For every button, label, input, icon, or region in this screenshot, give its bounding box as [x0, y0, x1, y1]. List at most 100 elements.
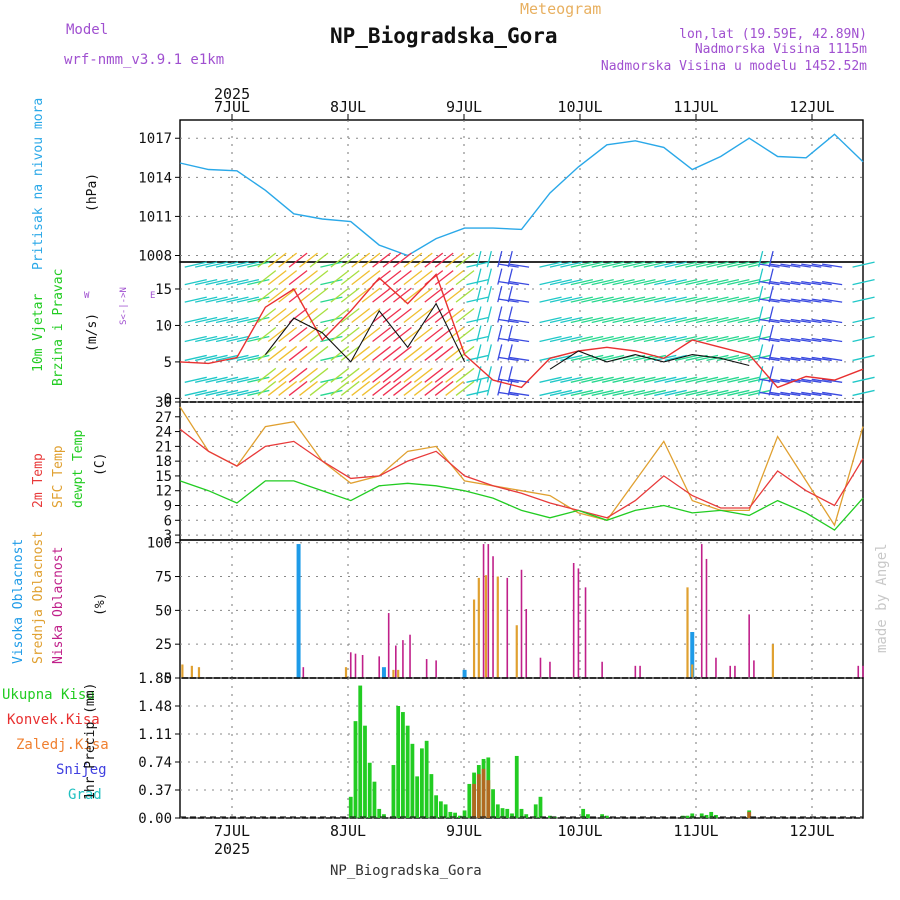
wind-barb-213: [455, 287, 475, 303]
wind-barb-450: [768, 344, 774, 361]
wind-barb-60: [257, 308, 277, 324]
wind-barb-45: [236, 296, 260, 303]
precip-bar-0-12: [410, 743, 415, 818]
wind-barb-429: [737, 296, 760, 303]
wind-barb-272: [539, 389, 562, 397]
wind-barb-148: [372, 308, 391, 324]
wind-barb-127: [340, 252, 360, 268]
cloud-bar-1-3: [344, 667, 348, 678]
wind-barb-159: [382, 252, 402, 268]
wind-barb-502: [811, 280, 832, 286]
precip-legend-snow: Snijeg: [56, 762, 107, 778]
wind-barb-467: [769, 337, 791, 343]
wind-barb-48: [247, 389, 270, 397]
wind-barb-66: [267, 345, 287, 361]
wind-barb-101: [309, 287, 329, 303]
wind-barb-167: [393, 252, 412, 268]
wind-barb-62: [257, 270, 277, 286]
x-tick-bottom-1: 8JUL: [330, 822, 366, 840]
wind-barb-16: [205, 389, 228, 397]
wind-barb-480: [790, 391, 811, 397]
wind-barb-123: [340, 326, 360, 342]
wind-barb-115: [330, 326, 350, 342]
wind-barb-339: [622, 335, 646, 343]
cloud-bar-1-10: [515, 625, 518, 678]
precip-bar-0-18: [438, 801, 443, 818]
wind-barb-118: [330, 270, 350, 286]
wind-barb-239: [486, 250, 492, 268]
wind-barb-145: [372, 367, 391, 383]
wind-barb-294: [560, 278, 583, 286]
wind-barb-80: [288, 380, 308, 396]
wind-barb-475: [780, 337, 801, 343]
wind-barb-404: [706, 316, 729, 324]
precip-bar-0-48: [699, 813, 704, 818]
x-tick-bottom-2: 9JUL: [446, 822, 482, 840]
wind-barb-189: [424, 287, 444, 303]
wind-barb-334: [612, 278, 635, 286]
wind-barb-398: [695, 278, 719, 286]
precip-bar-0-22: [457, 815, 462, 818]
wind-barb-301: [570, 296, 593, 303]
wind-barb-516: [852, 316, 875, 324]
wind-barb-390: [685, 278, 708, 286]
wind-barb-98: [309, 345, 329, 361]
wind-barb-251: [507, 325, 513, 342]
wind-barb-365: [654, 296, 677, 303]
wind-barb-498: [811, 356, 832, 362]
wind-barb-212: [455, 308, 475, 324]
wind-barb-162: [393, 345, 412, 361]
cloud-bar-2-5: [387, 613, 390, 678]
wind-barb-194: [434, 345, 454, 361]
wind-barb-363: [654, 335, 677, 343]
wind-barb-18: [205, 354, 228, 362]
wind-barb-67: [267, 326, 287, 342]
wind-barb-83: [288, 326, 308, 342]
wind-gust-line: [264, 302, 750, 370]
wind-barb-203: [445, 326, 465, 342]
wind-barb-273: [539, 376, 562, 383]
wind-barb-151: [372, 252, 391, 268]
wind-barb-172: [403, 308, 423, 324]
wind-barb-499: [811, 337, 832, 343]
wind-barb-234: [486, 344, 492, 361]
wind-barb-19: [205, 335, 228, 343]
wind-label-line2: Brzina i Pravac: [51, 269, 66, 386]
precip-bar-0-37: [533, 804, 538, 818]
temp2m-line: [179, 428, 864, 519]
wind-barb-299: [570, 335, 593, 343]
precip-bar-0-24: [467, 783, 472, 818]
wind-barb-394: [695, 354, 719, 362]
pressure-ytick-label-3: 1017: [138, 131, 172, 147]
precip-bar-0-16: [429, 774, 434, 818]
wind-barb-387: [685, 335, 708, 343]
x-tick-top-3: 10JUL: [557, 98, 602, 116]
wind-barb-5: [184, 296, 207, 303]
wind-barb-122: [340, 345, 360, 361]
wind-barb-443: [758, 325, 764, 342]
wind-barb-456: [759, 391, 780, 397]
wind-barb-289: [560, 376, 583, 383]
watermark: made by Angel: [874, 543, 890, 653]
wind-barb-140: [361, 308, 381, 324]
wind-barb-88: [299, 380, 318, 396]
wind-barb-288: [560, 389, 583, 397]
wind-barb-1: [184, 376, 207, 383]
wind-barb-497: [811, 378, 832, 383]
wind-barb-166: [393, 270, 412, 286]
wind-barb-477: [780, 298, 801, 303]
cloud-bar-2-16: [525, 609, 528, 678]
wind-barb-312: [591, 389, 614, 397]
wind-barb-284: [549, 316, 573, 324]
precip-bar-0-1: [353, 721, 358, 818]
wind-barb-56: [257, 380, 277, 396]
precip-bar-0-49: [704, 814, 709, 818]
cloud-label-mid: Srednja Oblacnost: [31, 531, 46, 664]
wind-barb-421: [727, 296, 750, 303]
wind-barb-283: [549, 335, 573, 343]
wind-barb-149: [372, 287, 391, 303]
precip-panel: [179, 677, 864, 819]
wind-barb-12: [195, 316, 218, 324]
wind-barb-25: [215, 376, 239, 383]
wind-barb-33: [226, 376, 249, 383]
